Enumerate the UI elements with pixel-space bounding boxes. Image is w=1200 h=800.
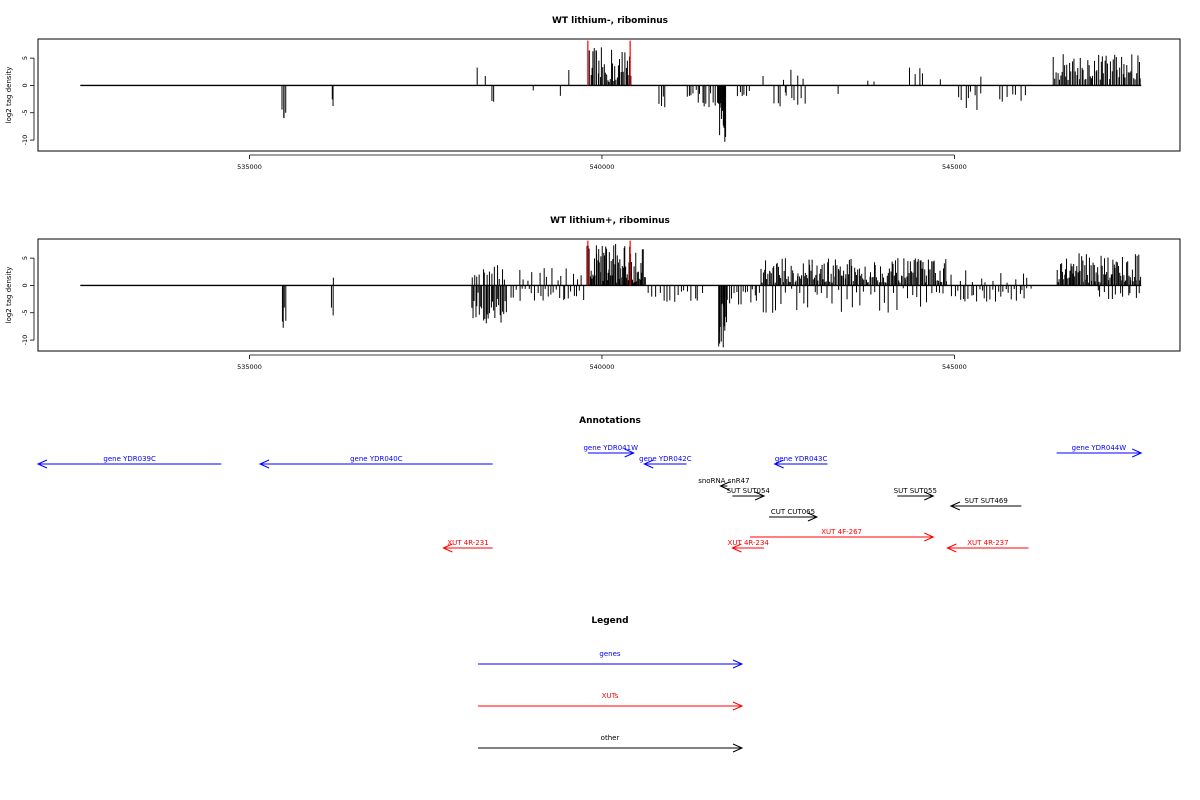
x-tick-label: 535000 <box>237 163 262 171</box>
legend-items: genes XUTs other <box>478 650 744 753</box>
annotation-label: gene YDR042C <box>639 455 692 463</box>
arrow-head <box>949 501 961 511</box>
annotation-label: snoRNA snR47 <box>698 477 749 485</box>
annotation-label: gene YDR044W <box>1072 444 1127 452</box>
annotation-feature: gene YDR042C <box>639 455 692 469</box>
arrow-head <box>732 743 744 753</box>
legend-label: XUTs <box>602 692 619 700</box>
x-tick-label: 540000 <box>590 163 615 171</box>
annotation-label: XUT 4F-267 <box>821 528 862 536</box>
annotation-feature: CUT CUT065 <box>769 508 819 522</box>
x-tick-label: 545000 <box>942 363 967 371</box>
annotation-label: XUT 4R-234 <box>728 539 770 547</box>
arrow-head <box>719 481 730 491</box>
arrow-head <box>946 543 957 553</box>
annotations-track: Annotations gene YDR039C gene YDR040C gene… <box>36 416 1143 553</box>
arrow-head <box>754 491 766 501</box>
annotation-feature: SUT SUT055 <box>894 487 937 501</box>
annotation-label: gene YDR043C <box>775 455 828 463</box>
legend: Legend genes XUTs other <box>478 616 744 753</box>
arrow-head <box>442 543 453 553</box>
annotation-label: CUT CUT065 <box>771 508 815 516</box>
panel-1-y-axis: 5 0 -5 -10 <box>21 56 35 146</box>
annotation-label: XUT 4R-231 <box>447 539 488 547</box>
y-tick-label: 0 <box>21 283 29 287</box>
annotation-feature: gene YDR044W <box>1056 444 1143 458</box>
y-tick-label: -10 <box>21 335 29 346</box>
panel-2-title: WT lithium+, ribominus <box>550 216 670 226</box>
annotation-feature: gene YDR041W <box>583 444 638 458</box>
panel-1-title: WT lithium-, ribominus <box>552 16 668 26</box>
annotation-feature: SUT SUT054 <box>727 487 771 501</box>
panel-1-frame <box>37 38 1181 152</box>
arrow-head <box>773 459 784 469</box>
annotation-label: SUT SUT469 <box>965 497 1008 505</box>
annotation-feature: XUT 4R-231 <box>442 539 493 553</box>
arrow-head <box>732 701 744 711</box>
annotation-feature: gene YDR043C <box>773 455 828 469</box>
panel-lithium-minus: WT lithium-, ribominus log2 tag density … <box>5 16 1181 171</box>
annotation-label: XUT 4R-237 <box>967 539 1008 547</box>
panel-1-marks <box>80 40 1142 142</box>
legend-title: Legend <box>591 616 628 626</box>
x-tick-label: 545000 <box>942 163 967 171</box>
annotation-label: SUT SUT055 <box>894 487 937 495</box>
annotation-feature: XUT 4F-267 <box>749 528 935 542</box>
panel-lithium-plus: WT lithium+, ribominus log2 tag density … <box>5 216 1181 371</box>
legend-item: other <box>478 734 744 753</box>
panel-2-ylabel: log2 tag density <box>5 267 13 324</box>
annotation-feature: gene YDR040C <box>258 455 493 469</box>
panel-1-x-axis: 535000 540000 545000 <box>237 154 967 171</box>
arrow-head <box>731 543 742 553</box>
legend-label: other <box>601 734 620 742</box>
panel-2-marks <box>80 240 1142 348</box>
annotation-feature: XUT 4R-237 <box>946 539 1029 553</box>
y-tick-label: 0 <box>21 83 29 87</box>
annotation-label: SUT SUT054 <box>727 487 771 495</box>
arrow-head <box>258 459 270 469</box>
arrow-head <box>807 512 819 522</box>
arrow-head <box>732 659 744 669</box>
arrow-head <box>624 448 635 458</box>
annotation-label: gene YDR041W <box>583 444 638 452</box>
annotation-feature: gene YDR039C <box>36 455 222 469</box>
panel-2-x-axis: 535000 540000 545000 <box>237 354 967 371</box>
y-tick-label: -10 <box>21 135 29 146</box>
panel-1-ylabel: log2 tag density <box>5 67 13 124</box>
arrow-head <box>1132 448 1143 458</box>
annotation-label: gene YDR040C <box>350 455 403 463</box>
annotation-feature: SUT SUT469 <box>949 497 1022 511</box>
y-tick-label: -5 <box>21 110 29 116</box>
legend-item: XUTs <box>478 692 744 711</box>
panel-2-y-axis: 5 0 -5 -10 <box>21 256 35 346</box>
legend-label: genes <box>599 650 620 658</box>
arrow-head <box>36 459 48 469</box>
annotation-label: gene YDR039C <box>103 455 156 463</box>
arrow-head <box>643 459 654 469</box>
annotation-feature: snoRNA snR47 <box>698 477 750 491</box>
y-tick-label: -5 <box>21 310 29 316</box>
arrow-head <box>924 532 935 542</box>
legend-item: genes <box>478 650 744 669</box>
panel-2-frame <box>37 238 1181 352</box>
annotations-title: Annotations <box>579 416 641 426</box>
y-tick-label: 5 <box>21 256 29 260</box>
arrow-head <box>924 491 935 501</box>
y-tick-label: 5 <box>21 56 29 60</box>
x-tick-label: 540000 <box>590 363 615 371</box>
annotation-feature: XUT 4R-234 <box>728 539 770 553</box>
x-tick-label: 535000 <box>237 363 262 371</box>
